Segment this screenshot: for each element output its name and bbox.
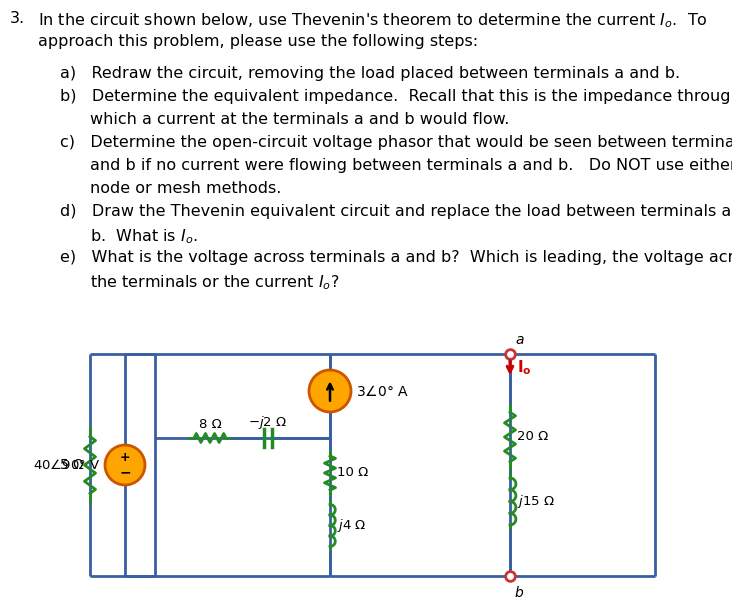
Text: node or mesh methods.: node or mesh methods.	[90, 181, 281, 196]
Text: a)   Redraw the circuit, removing the load placed between terminals a and b.: a) Redraw the circuit, removing the load…	[60, 66, 680, 81]
Text: e)   What is the voltage across terminals a and b?  Which is leading, the voltag: e) What is the voltage across terminals …	[60, 250, 732, 265]
Text: $\mathbf{I_o}$: $\mathbf{I_o}$	[517, 359, 531, 378]
Text: $3\angle0°$ A: $3\angle0°$ A	[356, 384, 408, 399]
Text: b)   Determine the equivalent impedance.  Recall that this is the impedance thro: b) Determine the equivalent impedance. R…	[60, 89, 732, 104]
Text: 20 Ω: 20 Ω	[517, 430, 548, 444]
Text: which a current at the terminals a and b would flow.: which a current at the terminals a and b…	[90, 112, 509, 127]
Circle shape	[309, 370, 351, 412]
Text: +: +	[120, 451, 130, 464]
Text: 3.: 3.	[10, 11, 25, 26]
Text: In the circuit shown below, use Thevenin's theorem to determine the current $I_o: In the circuit shown below, use Thevenin…	[38, 11, 708, 30]
Circle shape	[105, 445, 145, 485]
Text: and b if no current were flowing between terminals a and b.   Do NOT use either : and b if no current were flowing between…	[90, 158, 732, 173]
Text: $j15\ \Omega$: $j15\ \Omega$	[517, 493, 555, 510]
Text: $j4\ \Omega$: $j4\ \Omega$	[337, 517, 367, 534]
Text: approach this problem, please use the following steps:: approach this problem, please use the fo…	[38, 34, 478, 49]
Text: −: −	[119, 465, 131, 479]
Text: the terminals or the current $I_o$?: the terminals or the current $I_o$?	[90, 273, 340, 291]
Text: c)   Determine the open-circuit voltage phasor that would be seen between termin: c) Determine the open-circuit voltage ph…	[60, 135, 732, 150]
Text: b.  What is $I_o$.: b. What is $I_o$.	[90, 227, 198, 245]
Text: $-j2\ \Omega$: $-j2\ \Omega$	[248, 414, 288, 431]
Text: $40\angle90°$ V: $40\angle90°$ V	[33, 458, 100, 472]
Text: 8 Ω: 8 Ω	[198, 418, 221, 431]
Text: a: a	[515, 333, 523, 347]
Text: 10 Ω: 10 Ω	[337, 467, 368, 479]
Text: b: b	[515, 586, 524, 600]
Text: 5 Ω: 5 Ω	[60, 458, 84, 472]
Text: d)   Draw the Thevenin equivalent circuit and replace the load between terminals: d) Draw the Thevenin equivalent circuit …	[60, 204, 732, 219]
